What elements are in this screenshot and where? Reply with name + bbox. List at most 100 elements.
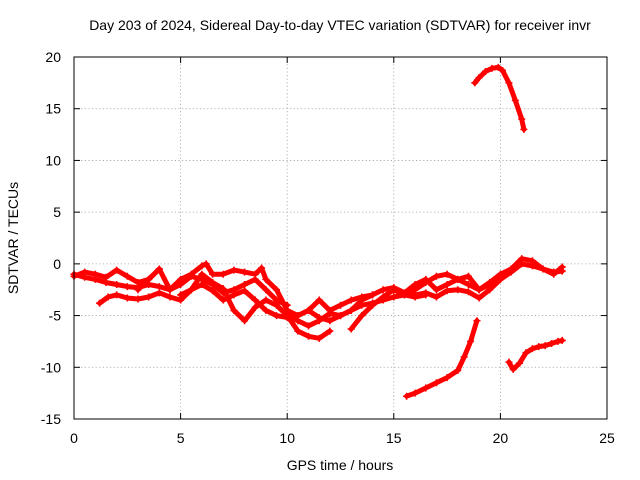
data-point xyxy=(241,281,249,289)
series-track-11 xyxy=(506,337,565,372)
x-tick-label: 0 xyxy=(70,430,78,446)
data-point xyxy=(481,67,489,75)
data-point xyxy=(511,96,519,104)
data-point xyxy=(104,293,112,301)
data-point xyxy=(509,365,517,373)
data-point xyxy=(443,281,451,289)
series-layer xyxy=(70,63,566,400)
data-point xyxy=(475,294,483,302)
data-point xyxy=(262,296,270,304)
data-point xyxy=(315,296,323,304)
data-point xyxy=(390,286,398,294)
data-point xyxy=(460,353,468,361)
data-point xyxy=(177,275,185,283)
data-point xyxy=(475,286,483,294)
data-point xyxy=(358,296,366,304)
data-point xyxy=(326,310,334,318)
data-point xyxy=(464,281,472,289)
data-point xyxy=(548,339,556,347)
data-point xyxy=(499,66,507,74)
data-point xyxy=(145,293,153,301)
data-point xyxy=(134,295,142,303)
data-point xyxy=(558,267,566,275)
data-point xyxy=(251,296,259,304)
data-point xyxy=(113,281,121,289)
data-point xyxy=(155,289,163,297)
data-point xyxy=(262,275,270,283)
data-point xyxy=(219,270,227,278)
data-point xyxy=(520,125,528,133)
y-tick-label: 5 xyxy=(53,204,61,220)
data-point xyxy=(432,293,440,301)
data-point xyxy=(358,312,366,320)
data-point xyxy=(550,268,558,276)
data-point xyxy=(258,264,266,272)
data-point xyxy=(198,270,206,278)
data-point xyxy=(432,379,440,387)
data-point xyxy=(528,345,536,353)
data-point xyxy=(432,286,440,294)
x-tick-label: 15 xyxy=(386,430,402,446)
data-point xyxy=(467,337,475,345)
data-point xyxy=(283,312,291,320)
data-point xyxy=(123,272,131,280)
data-point xyxy=(390,293,398,301)
y-tick-label: 20 xyxy=(45,49,61,65)
x-tick-label: 5 xyxy=(177,430,185,446)
y-tick-label: 10 xyxy=(45,152,61,168)
data-point xyxy=(166,293,174,301)
y-tick-label: 0 xyxy=(53,256,61,272)
data-point xyxy=(187,286,195,294)
y-axis-label: SDTVAR / TECUs xyxy=(5,182,21,294)
data-point xyxy=(518,115,526,123)
data-point xyxy=(166,286,174,294)
data-point xyxy=(273,286,281,294)
data-point xyxy=(554,337,562,345)
data-point xyxy=(400,291,408,299)
data-point xyxy=(134,286,142,294)
data-point xyxy=(473,317,481,325)
series-track-10 xyxy=(472,64,527,132)
data-point xyxy=(209,278,217,286)
data-point xyxy=(177,291,185,299)
y-tick-label: -15 xyxy=(41,411,61,427)
axis-ticks: 0 5 10 15 20 25 -15 -10 -5 0 5 10 15 20 xyxy=(41,49,615,446)
x-tick-label: 10 xyxy=(279,430,295,446)
data-point xyxy=(528,262,536,270)
grid xyxy=(74,57,607,419)
data-point xyxy=(230,306,238,314)
data-point xyxy=(145,275,153,283)
data-point xyxy=(494,63,502,71)
data-point xyxy=(454,275,462,283)
data-point xyxy=(251,303,259,311)
data-point xyxy=(198,262,206,270)
data-point xyxy=(81,268,89,276)
data-point xyxy=(516,359,524,367)
plot-frame xyxy=(73,56,608,420)
data-point xyxy=(411,291,419,299)
data-point xyxy=(337,312,344,320)
data-point xyxy=(507,268,515,276)
data-point xyxy=(91,270,99,278)
data-point xyxy=(305,332,313,340)
data-point xyxy=(539,265,547,273)
data-point xyxy=(454,366,462,374)
y-tick-label: -10 xyxy=(41,359,61,375)
data-point xyxy=(411,389,419,397)
data-point xyxy=(505,358,513,366)
data-point xyxy=(422,289,430,297)
data-point xyxy=(241,317,249,325)
data-point xyxy=(326,317,334,325)
data-point xyxy=(209,287,217,295)
data-point xyxy=(443,270,451,278)
x-tick-label: 20 xyxy=(493,430,509,446)
data-point xyxy=(475,74,483,82)
data-point xyxy=(432,272,440,280)
data-point xyxy=(202,260,210,268)
data-point xyxy=(315,317,323,325)
x-tick-label: 25 xyxy=(599,430,615,446)
data-point xyxy=(347,296,355,304)
x-axis-label: GPS time / hours xyxy=(287,457,394,473)
data-point xyxy=(305,306,313,314)
